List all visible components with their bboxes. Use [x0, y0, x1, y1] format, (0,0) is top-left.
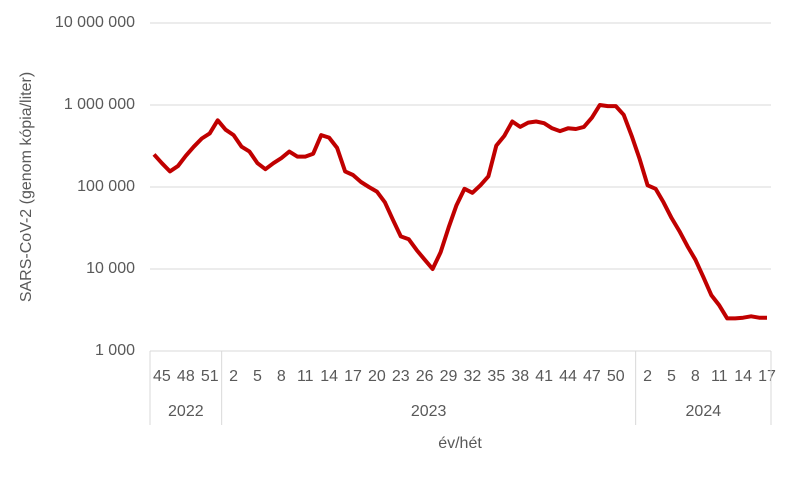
x-tick-label: 38 — [511, 368, 529, 385]
x-tick-label: 50 — [607, 368, 625, 385]
y-axis-label: SARS-CoV-2 (genom kópia/liter) — [18, 72, 35, 302]
x-tick-label: 26 — [416, 368, 434, 385]
x-tick-label: 32 — [464, 368, 482, 385]
x-tick-label: 44 — [559, 368, 577, 385]
group-label: 2024 — [686, 403, 722, 420]
x-tick-label: 14 — [734, 368, 752, 385]
x-tick-label: 41 — [535, 368, 553, 385]
x-tick-label: 17 — [758, 368, 776, 385]
group-label: 2023 — [411, 403, 447, 420]
x-tick-label: 17 — [344, 368, 362, 385]
y-tick-label: 10 000 — [86, 260, 135, 277]
x-tick-label: 11 — [297, 368, 314, 385]
x-tick-label: 35 — [487, 368, 505, 385]
x-tick-label: 14 — [320, 368, 338, 385]
x-tick-label: 29 — [440, 368, 458, 385]
x-tick-label: 5 — [667, 368, 676, 385]
x-tick-label: 8 — [691, 368, 700, 385]
data-line — [152, 103, 767, 321]
x-tick-label: 2 — [643, 368, 652, 385]
y-tick-label: 1 000 000 — [64, 96, 135, 113]
x-tick-label: 5 — [253, 368, 262, 385]
x-tick-label: 8 — [277, 368, 286, 385]
x-tick-label: 47 — [583, 368, 601, 385]
x-tick-label: 51 — [201, 368, 219, 385]
x-tick-label: 2 — [229, 368, 238, 385]
group-label: 2022 — [168, 403, 204, 420]
x-tick-label: 45 — [153, 368, 171, 385]
x-tick-label: 48 — [177, 368, 195, 385]
y-tick-label: 100 000 — [77, 178, 135, 195]
x-axis-label: év/hét — [438, 435, 482, 452]
x-tick-label: 20 — [368, 368, 386, 385]
x-tick-label: 23 — [392, 368, 410, 385]
y-tick-label: 10 000 000 — [55, 14, 135, 31]
y-tick-label: 1 000 — [95, 342, 135, 359]
x-tick-label: 11 — [711, 368, 728, 385]
